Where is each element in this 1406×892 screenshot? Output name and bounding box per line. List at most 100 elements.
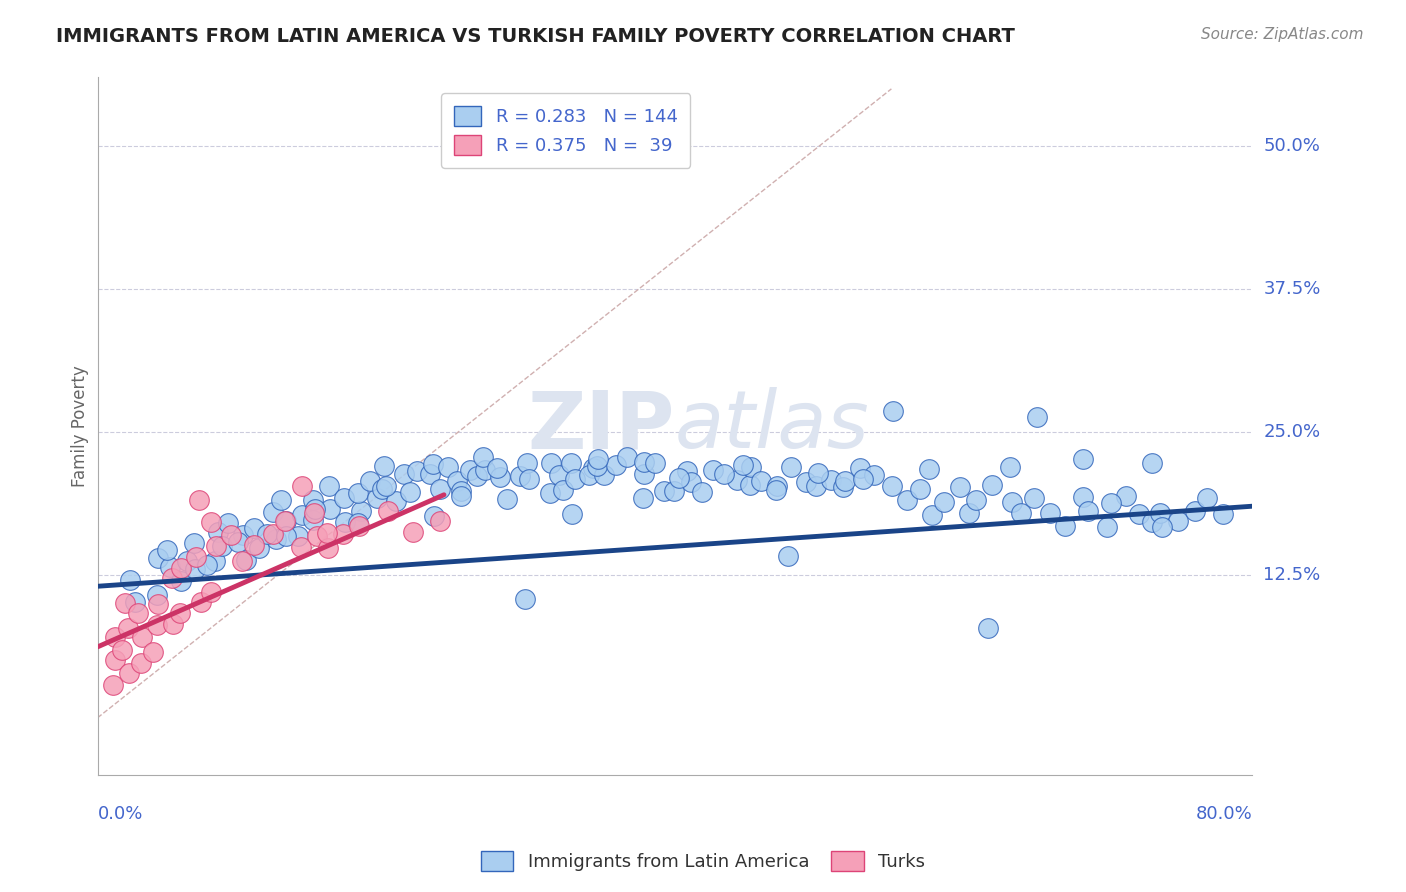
Point bbox=[1010, 506, 1032, 520]
Point bbox=[256, 527, 278, 541]
Point bbox=[765, 483, 787, 498]
Point bbox=[304, 502, 326, 516]
Point bbox=[1128, 508, 1150, 522]
Point bbox=[779, 460, 801, 475]
Point bbox=[370, 483, 392, 497]
Point bbox=[548, 468, 571, 483]
Point bbox=[242, 538, 264, 552]
Point bbox=[586, 451, 609, 466]
Point bbox=[226, 535, 249, 549]
Point bbox=[1167, 514, 1189, 528]
Point bbox=[515, 592, 537, 607]
Point bbox=[1140, 456, 1163, 470]
Point bbox=[217, 516, 239, 530]
Point bbox=[162, 617, 184, 632]
Point bbox=[274, 514, 297, 528]
Point bbox=[921, 508, 943, 523]
Point bbox=[662, 483, 685, 498]
Point bbox=[262, 527, 284, 541]
Point bbox=[679, 475, 702, 489]
Point bbox=[160, 571, 183, 585]
Point bbox=[155, 542, 177, 557]
Point bbox=[631, 491, 654, 505]
Point bbox=[190, 595, 212, 609]
Y-axis label: Family Poverty: Family Poverty bbox=[72, 366, 89, 487]
Point bbox=[200, 585, 222, 599]
Point bbox=[124, 594, 146, 608]
Point bbox=[509, 469, 531, 483]
Text: atlas: atlas bbox=[675, 387, 870, 466]
Point bbox=[472, 450, 495, 465]
Point bbox=[129, 656, 152, 670]
Point bbox=[316, 541, 339, 555]
Point bbox=[385, 493, 408, 508]
Point bbox=[564, 472, 586, 486]
Point bbox=[287, 529, 309, 543]
Point bbox=[146, 588, 169, 602]
Point bbox=[422, 457, 444, 471]
Point bbox=[184, 562, 207, 576]
Point bbox=[169, 606, 191, 620]
Point bbox=[291, 508, 314, 522]
Point bbox=[918, 462, 941, 476]
Point bbox=[204, 554, 226, 568]
Text: 50.0%: 50.0% bbox=[1264, 137, 1320, 155]
Point bbox=[1000, 460, 1022, 475]
Point bbox=[668, 471, 690, 485]
Point bbox=[429, 514, 451, 528]
Point bbox=[489, 470, 512, 484]
Point bbox=[262, 505, 284, 519]
Point bbox=[965, 493, 987, 508]
Point bbox=[319, 502, 342, 516]
Point bbox=[419, 467, 441, 482]
Point bbox=[347, 519, 370, 533]
Point bbox=[553, 483, 575, 497]
Point bbox=[146, 617, 169, 632]
Point bbox=[644, 456, 666, 470]
Point bbox=[908, 482, 931, 496]
Point bbox=[231, 554, 253, 568]
Point bbox=[1099, 496, 1122, 510]
Point bbox=[446, 474, 468, 488]
Point bbox=[794, 475, 817, 489]
Point bbox=[474, 463, 496, 477]
Point bbox=[740, 459, 762, 474]
Point bbox=[450, 489, 472, 503]
Point bbox=[101, 678, 124, 692]
Point bbox=[373, 459, 395, 474]
Text: IMMIGRANTS FROM LATIN AMERICA VS TURKISH FAMILY POVERTY CORRELATION CHART: IMMIGRANTS FROM LATIN AMERICA VS TURKISH… bbox=[56, 27, 1015, 45]
Point bbox=[111, 643, 134, 657]
Point bbox=[221, 528, 243, 542]
Point bbox=[350, 504, 373, 518]
Point bbox=[211, 539, 233, 553]
Point bbox=[205, 539, 228, 553]
Point bbox=[977, 622, 1000, 636]
Point bbox=[200, 516, 222, 530]
Point bbox=[538, 485, 561, 500]
Point bbox=[197, 558, 219, 573]
Point bbox=[305, 528, 328, 542]
Point bbox=[207, 524, 229, 539]
Point bbox=[582, 461, 605, 475]
Legend: Immigrants from Latin America, Turks: Immigrants from Latin America, Turks bbox=[474, 844, 932, 879]
Point bbox=[586, 459, 609, 474]
Point bbox=[429, 483, 451, 497]
Point bbox=[247, 541, 270, 555]
Point bbox=[183, 536, 205, 550]
Point bbox=[592, 468, 614, 483]
Point bbox=[852, 472, 875, 486]
Point bbox=[131, 630, 153, 644]
Point bbox=[346, 486, 368, 500]
Point bbox=[142, 644, 165, 658]
Point bbox=[437, 459, 460, 474]
Point bbox=[1071, 491, 1094, 505]
Point bbox=[399, 485, 422, 500]
Point bbox=[561, 507, 583, 521]
Point bbox=[118, 573, 141, 587]
Point bbox=[676, 464, 699, 478]
Point bbox=[146, 597, 169, 611]
Text: 80.0%: 80.0% bbox=[1195, 805, 1253, 823]
Point bbox=[690, 485, 713, 500]
Point bbox=[176, 554, 198, 568]
Point bbox=[347, 516, 370, 530]
